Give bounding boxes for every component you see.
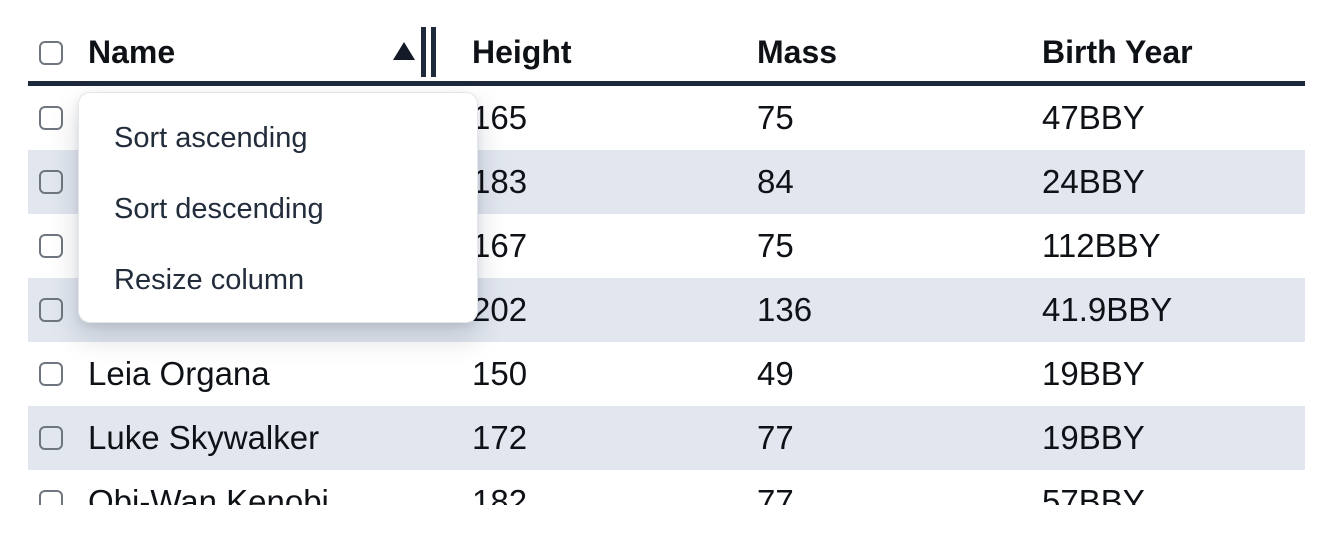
select-row-checkbox[interactable] [39, 362, 63, 386]
cell-height: 202 [472, 291, 528, 328]
column-header-name[interactable]: Name [88, 34, 472, 71]
column-header-mass-label: Mass [757, 34, 838, 70]
cell-height: 183 [472, 163, 528, 200]
cell-height: 172 [472, 419, 528, 456]
cell-mass: 75 [757, 99, 794, 136]
cell-birth-year: 57BBY [1042, 483, 1145, 505]
cell-birth-year: 41.9BBY [1042, 291, 1173, 328]
select-row-checkbox[interactable] [39, 298, 63, 322]
table-row: Luke Skywalker 172 77 19BBY [28, 406, 1305, 470]
cell-height: 182 [472, 483, 528, 505]
cell-mass: 49 [757, 355, 794, 392]
menu-item-sort-descending[interactable]: Sort descending [114, 193, 324, 225]
select-row-checkbox[interactable] [39, 106, 63, 130]
column-header-height[interactable]: Height [472, 34, 757, 71]
column-resize-handle-icon[interactable] [421, 27, 436, 77]
cell-mass: 75 [757, 227, 794, 264]
column-header-name-label: Name [88, 34, 176, 70]
sort-ascending-triangle-icon [393, 42, 415, 60]
select-all-cell [28, 40, 88, 65]
table-row: 167 75 112BBY [28, 214, 1305, 278]
column-header-birth-year-label: Birth Year [1042, 34, 1193, 70]
select-row-checkbox[interactable] [39, 490, 63, 505]
cell-mass: 84 [757, 163, 794, 200]
cell-name: Leia Organa [88, 355, 270, 392]
cell-name: Obi-Wan Kenobi [88, 483, 329, 505]
cell-name: Luke Skywalker [88, 419, 320, 456]
table-row: 165 75 47BBY [28, 86, 1305, 150]
column-header-birth-year[interactable]: Birth Year [1042, 34, 1305, 71]
cell-birth-year: 19BBY [1042, 419, 1145, 456]
menu-item-sort-ascending[interactable]: Sort ascending [114, 122, 308, 154]
cell-height: 150 [472, 355, 528, 392]
column-header-mass[interactable]: Mass [757, 34, 1042, 71]
column-header-height-label: Height [472, 34, 572, 70]
table-row: Leia Organa 150 49 19BBY [28, 342, 1305, 406]
menu-item-resize-column[interactable]: Resize column [114, 264, 305, 296]
cell-birth-year: 19BBY [1042, 355, 1145, 392]
cell-mass: 77 [757, 483, 794, 505]
cell-birth-year: 112BBY [1042, 227, 1161, 264]
table-header-row: Name Height Mass Birth Year [28, 0, 1305, 86]
cell-mass: 136 [757, 291, 813, 328]
column-context-menu: Sort ascending Sort descending Resize co… [78, 92, 478, 323]
select-row-checkbox[interactable] [39, 426, 63, 450]
select-row-checkbox[interactable] [39, 170, 63, 194]
cell-height: 167 [472, 227, 528, 264]
cell-birth-year: 47BBY [1042, 99, 1145, 136]
select-all-checkbox[interactable] [39, 40, 63, 65]
cell-height: 165 [472, 99, 528, 136]
table-row: Obi-Wan Kenobi 182 77 57BBY [28, 470, 1305, 505]
cell-mass: 77 [757, 419, 794, 456]
cell-birth-year: 24BBY [1042, 163, 1145, 200]
select-row-checkbox[interactable] [39, 234, 63, 258]
